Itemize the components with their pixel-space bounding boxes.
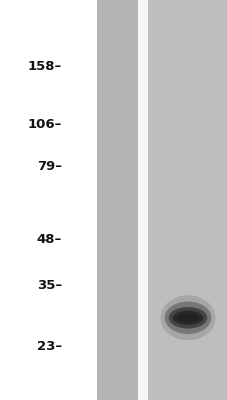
Text: 79–: 79– [37,160,62,174]
Bar [147,0,227,400]
Text: 23–: 23– [37,340,62,353]
Text: 106–: 106– [27,118,62,131]
Text: 35–: 35– [37,279,62,292]
Bar [96,0,137,400]
Ellipse shape [172,310,202,325]
Ellipse shape [160,295,215,340]
Ellipse shape [164,302,210,334]
Text: 158–: 158– [28,60,62,73]
Ellipse shape [177,313,197,322]
Text: 48–: 48– [37,233,62,246]
Bar [137,0,147,400]
Ellipse shape [168,307,206,328]
